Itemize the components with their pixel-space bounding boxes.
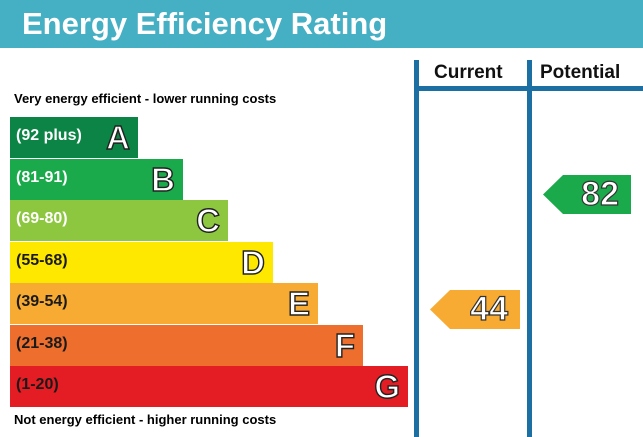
band-letter: D: [240, 243, 265, 281]
band-letter: C: [195, 201, 220, 239]
divider-middle: [527, 60, 532, 437]
band-range: (39-54): [16, 293, 68, 310]
band-g: (1-20) G: [10, 366, 408, 407]
band-range: (92 plus): [16, 127, 82, 144]
band-letter: A: [105, 118, 130, 156]
band-b: (81-91) B: [10, 159, 183, 200]
band-range: (69-80): [16, 210, 68, 227]
current-rating-value: 44: [470, 289, 509, 328]
band-range: (1-20): [16, 376, 59, 393]
divider-left: [414, 60, 419, 437]
band-range: (21-38): [16, 335, 68, 352]
band-f: (21-38) F: [10, 325, 363, 366]
band-c: (69-80) C: [10, 200, 228, 241]
band-range: (55-68): [16, 252, 68, 269]
page-title: Energy Efficiency Rating: [22, 6, 388, 41]
column-header-rule: [414, 86, 643, 91]
band-letter: F: [334, 326, 356, 364]
potential-arrow-shape: [543, 175, 631, 214]
efficient-note: Very energy efficient - lower running co…: [14, 91, 277, 106]
current-rating-arrow: 44: [430, 289, 520, 329]
header-bar: Energy Efficiency Rating: [0, 0, 643, 48]
inefficient-note: Not energy efficient - higher running co…: [14, 412, 277, 427]
band-a: (92 plus) A: [10, 117, 138, 158]
band-range: (81-91): [16, 169, 68, 186]
potential-rating-value: 82: [581, 174, 620, 213]
column-potential-header: Potential: [540, 62, 621, 83]
current-arrow-shape: [430, 290, 520, 329]
band-letter: E: [287, 284, 310, 322]
band-letter: B: [150, 160, 175, 198]
band-e: (39-54) E: [10, 283, 318, 324]
band-letter: G: [374, 367, 401, 405]
band-d: (55-68) D: [10, 242, 273, 283]
potential-rating-arrow: 82: [543, 174, 631, 214]
column-current-header: Current: [434, 62, 503, 83]
